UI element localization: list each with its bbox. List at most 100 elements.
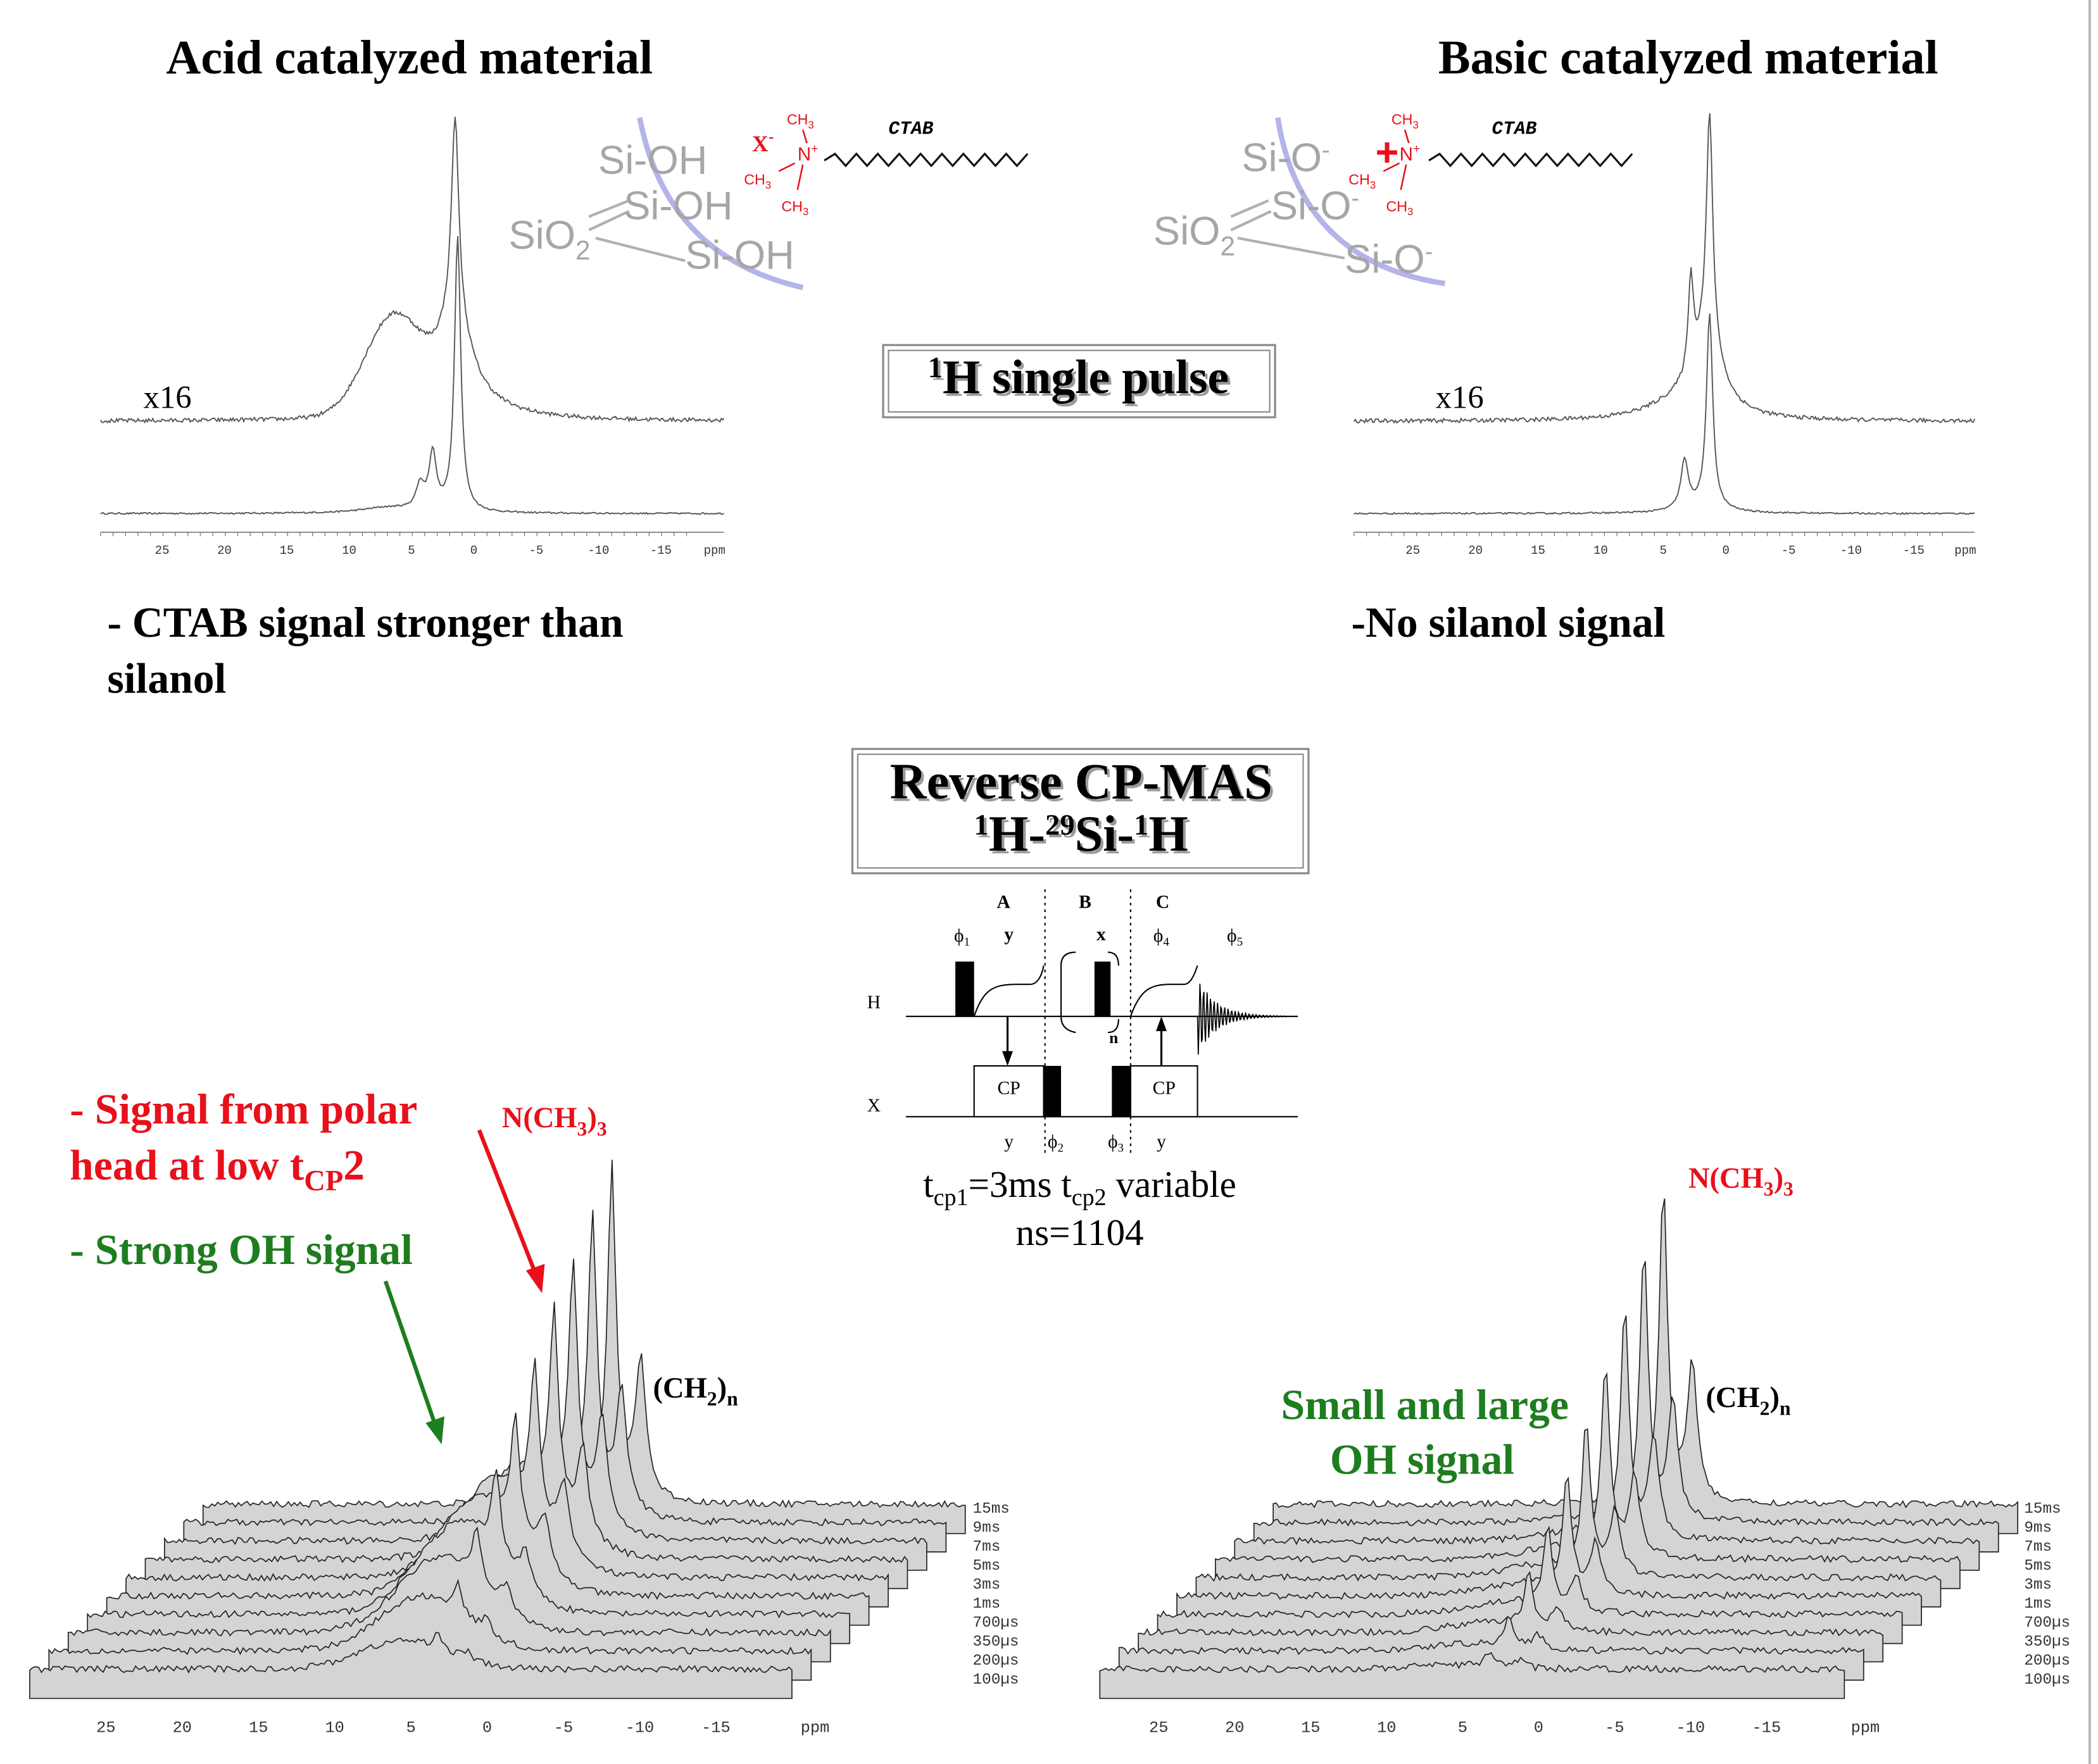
- box-inner: [857, 753, 1304, 869]
- arrow-head: [425, 1416, 444, 1445]
- group-sup: -: [1322, 137, 1330, 163]
- tick-label: -5: [1605, 1718, 1624, 1737]
- panel-title: Acid catalyzed material: [166, 31, 653, 84]
- label-text: N(CH: [502, 1102, 577, 1134]
- contact-time: 100µs: [2024, 1672, 2070, 1689]
- methyl: CH3: [781, 198, 808, 218]
- tick-label: 10: [325, 1718, 344, 1737]
- pulse-phase: y: [1157, 1132, 1166, 1152]
- spectrum: [100, 235, 724, 515]
- spectrum: [1354, 313, 1975, 515]
- silica-text: SiO: [1153, 210, 1221, 254]
- tick-label: 15: [1531, 544, 1545, 558]
- cp-block: [973, 1065, 1045, 1118]
- cp-label: CP: [998, 1078, 1021, 1098]
- arrow-head: [1156, 1016, 1167, 1032]
- spectrum: [1353, 113, 1976, 425]
- annotation: - Strong OH signal: [70, 1226, 413, 1273]
- label-text: H: [1148, 806, 1188, 862]
- param-text: variable: [1107, 1163, 1236, 1205]
- pulse-phase: y: [1004, 1132, 1014, 1152]
- box-outer: [882, 344, 1276, 418]
- tick-label: -15: [1752, 1718, 1781, 1737]
- phase-index: 3: [1118, 1141, 1124, 1154]
- methyl-sub: 3: [803, 206, 808, 218]
- contact-time: 5ms: [2024, 1558, 2052, 1575]
- peak-label: (CH2)n: [1705, 1382, 1791, 1420]
- tick-label: -15: [1903, 544, 1925, 558]
- tick-label: 0: [470, 544, 477, 558]
- stacked-spectrum: [48, 1579, 812, 1681]
- phase: ϕ5: [1227, 926, 1243, 949]
- methyl-sub: 3: [1407, 206, 1413, 218]
- note: silanol: [107, 655, 226, 703]
- tick-label: -5: [1781, 544, 1796, 558]
- group-text: Si-O: [1271, 184, 1352, 228]
- pulse: [1043, 1066, 1062, 1117]
- head-bonds: [778, 129, 808, 191]
- phase-symbol: ϕ: [954, 926, 964, 946]
- silica-sub: 2: [1220, 232, 1235, 261]
- tick-label: -15: [701, 1718, 731, 1737]
- contact-time: 15ms: [973, 1501, 1010, 1518]
- methyl-text: CH: [744, 172, 765, 188]
- silanolate: Si-O-: [1345, 237, 1433, 282]
- axis-unit: ppm: [801, 1718, 830, 1737]
- silanol: Si-OH: [624, 184, 733, 228]
- group-text: Si-O: [1345, 237, 1425, 282]
- nitrogen-text: N: [1400, 144, 1413, 165]
- tick-label: 20: [217, 544, 232, 558]
- tick-label: 25: [155, 544, 170, 558]
- group-text: Si-O: [1241, 135, 1322, 180]
- annotation-sub: CP: [304, 1165, 343, 1198]
- tick-label: 25: [96, 1718, 115, 1737]
- contact-time: 1ms: [973, 1596, 1001, 1613]
- label-sub: 3: [1764, 1178, 1774, 1200]
- stacked-spectrum: [1118, 1615, 1864, 1681]
- spectrum: [100, 116, 725, 424]
- pulse-phase: y: [1004, 924, 1014, 944]
- param-text: t: [923, 1163, 934, 1205]
- arrow: [383, 1280, 437, 1425]
- contact-time: 3ms: [973, 1577, 1001, 1594]
- tick-label: -10: [1840, 544, 1862, 558]
- axis-unit: ppm: [1851, 1718, 1880, 1737]
- phase: ϕ4: [1153, 926, 1170, 949]
- phase-index: 2: [1057, 1141, 1064, 1154]
- phase-symbol: ϕ: [1153, 926, 1164, 946]
- peak-label: N(CH3)3: [1688, 1162, 1793, 1200]
- label-text: N(CH: [1688, 1162, 1764, 1194]
- pulse: [1112, 1066, 1131, 1117]
- tick-label: 0: [1722, 544, 1729, 558]
- surfactant-name: CTAB: [888, 118, 933, 139]
- loop-bracket: [1060, 951, 1119, 1034]
- tick-label: 25: [1149, 1718, 1168, 1737]
- contact-time: 9ms: [973, 1520, 1001, 1537]
- annotation-text: head at low t: [70, 1142, 304, 1189]
- silanolate: Si-O-: [1241, 135, 1329, 180]
- channel: H: [867, 992, 881, 1013]
- label-sup: 1: [928, 352, 943, 384]
- silica-text: SiO: [508, 213, 575, 258]
- methyl: CH3: [1386, 198, 1413, 218]
- annotation: - Signal from polar: [70, 1085, 417, 1133]
- micelle-arc: [637, 117, 804, 291]
- label-text: ): [1769, 1382, 1779, 1414]
- methyl-sub: 3: [1412, 119, 1418, 131]
- label-sub: 3: [577, 1118, 587, 1140]
- methyl: CH3: [787, 111, 814, 131]
- tick-label: 10: [1593, 544, 1608, 558]
- contact-time: 1ms: [2024, 1596, 2052, 1613]
- annotation: Small and large: [1281, 1381, 1569, 1429]
- contact-time: 5ms: [973, 1558, 1001, 1575]
- label-sub: n: [1780, 1398, 1791, 1420]
- group-sup: -: [1425, 239, 1433, 265]
- label-sup: 29: [1045, 809, 1074, 841]
- label-sub: 3: [1783, 1178, 1793, 1200]
- methyl-sub: 3: [765, 179, 771, 191]
- methyl: CH3: [1391, 111, 1419, 131]
- phase-symbol: ϕ: [1108, 1132, 1118, 1152]
- phase-symbol: ϕ: [1227, 926, 1237, 946]
